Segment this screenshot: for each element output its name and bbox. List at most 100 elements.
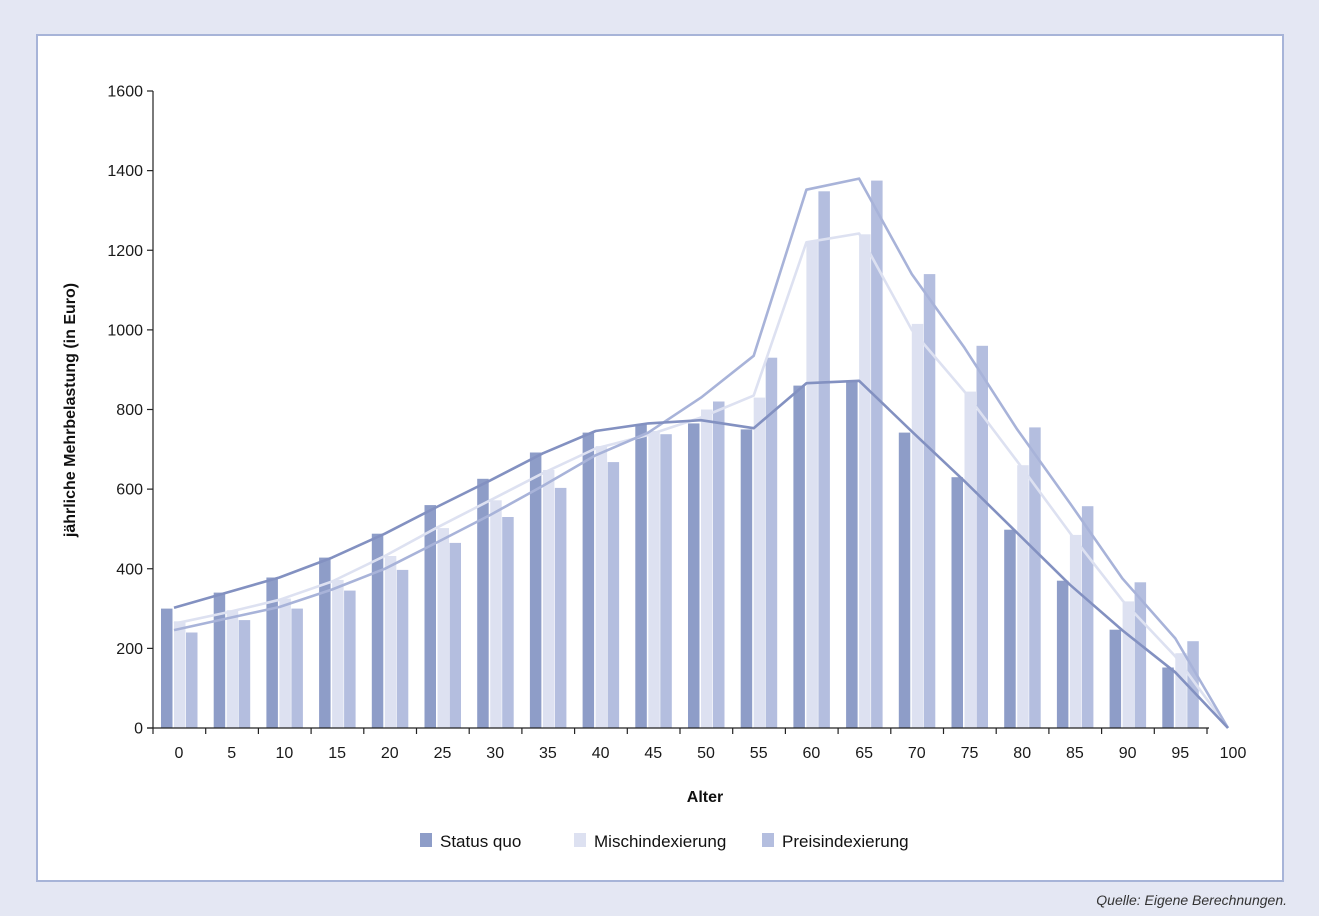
bar-status-quo-50 [688, 423, 700, 728]
bar-status-quo-55 [740, 429, 753, 728]
y-tick-label: 400 [116, 561, 143, 578]
bars-layer [161, 180, 1199, 729]
bar-mischindexierung-30 [490, 500, 502, 728]
source-note: Quelle: Eigene Berechnungen. [1096, 892, 1287, 908]
bar-mischindexierung-5 [226, 610, 239, 728]
bar-status-quo-95 [1162, 667, 1174, 728]
y-tick-label: 600 [116, 482, 143, 499]
legend-swatch [762, 833, 774, 847]
bar-preisindexierung-15 [344, 590, 356, 728]
trend-lines-layer [173, 177, 1230, 729]
x-tick-label: 75 [961, 745, 979, 762]
legend-label: Preisindexierung [782, 832, 909, 851]
bar-preisindexierung-60 [818, 191, 830, 729]
bar-preisindexierung-25 [449, 542, 461, 728]
bar-status-quo-85 [1056, 580, 1069, 728]
x-tick-label: 60 [803, 745, 821, 762]
bar-preisindexierung-85 [1081, 506, 1094, 728]
bar-status-quo-60 [793, 385, 805, 728]
x-tick-label: 15 [328, 745, 346, 762]
x-tick-label: 65 [855, 745, 873, 762]
bar-status-quo-65 [846, 381, 858, 728]
bar-mischindexierung-80 [1017, 465, 1029, 728]
bar-mischindexierung-45 [648, 431, 660, 728]
bar-status-quo-25 [424, 505, 436, 728]
bar-status-quo-5 [213, 592, 226, 728]
x-tick-label: 20 [381, 745, 399, 762]
bar-mischindexierung-25 [437, 528, 449, 728]
bar-preisindexierung-95 [1187, 641, 1199, 728]
x-tick-label: 5 [227, 745, 236, 762]
bar-preisindexierung-80 [1029, 427, 1041, 728]
trend-line-status-quo [173, 379, 1229, 729]
y-tick-label: 1200 [107, 243, 143, 260]
bar-mischindexierung-95 [1175, 653, 1187, 728]
legend-label: Status quo [440, 832, 521, 851]
x-tick-label: 100 [1220, 745, 1247, 762]
bar-preisindexierung-90 [1134, 582, 1147, 728]
bar-mischindexierung-70 [911, 323, 924, 728]
bar-status-quo-30 [477, 478, 489, 728]
bar-preisindexierung-20 [396, 569, 409, 728]
y-tick-label: 1000 [107, 322, 143, 339]
trend-line-mischindexierung [173, 232, 1230, 729]
x-tick-label: 30 [486, 745, 504, 762]
x-tick-label: 70 [908, 745, 926, 762]
x-tick-label: 95 [1171, 745, 1189, 762]
y-axis-title: jährliche Mehrbelastung (in Euro) [62, 283, 79, 538]
bar-preisindexierung-30 [502, 517, 514, 728]
bar-preisindexierung-5 [238, 620, 251, 728]
bar-status-quo-0 [161, 608, 173, 728]
x-tick-label: 55 [750, 745, 768, 762]
trend-line-preisindexierung [173, 177, 1230, 729]
bar-mischindexierung-90 [1122, 601, 1135, 728]
bar-mischindexierung-20 [384, 556, 397, 728]
bar-status-quo-10 [266, 577, 278, 728]
bar-mischindexierung-65 [859, 234, 871, 729]
y-tick-label: 800 [116, 402, 143, 419]
bar-mischindexierung-35 [542, 470, 555, 728]
x-tick-label: 0 [175, 745, 184, 762]
bar-mischindexierung-0 [174, 621, 186, 728]
bar-status-quo-40 [582, 432, 595, 728]
bar-status-quo-45 [635, 424, 647, 728]
y-tick-label: 1400 [107, 163, 143, 180]
bar-status-quo-15 [319, 557, 331, 728]
bar-preisindexierung-55 [765, 357, 778, 728]
y-tick-label: 200 [116, 641, 143, 658]
bar-status-quo-80 [1004, 529, 1016, 728]
legend-label: Mischindexierung [594, 832, 726, 851]
bar-mischindexierung-75 [964, 391, 976, 728]
bar-mischindexierung-55 [753, 397, 766, 728]
chart-frame [36, 34, 1284, 882]
bar-preisindexierung-65 [871, 180, 883, 729]
bar-mischindexierung-60 [806, 241, 818, 728]
x-tick-label: 35 [539, 745, 557, 762]
x-tick-label: 85 [1066, 745, 1084, 762]
bar-preisindexierung-40 [607, 462, 620, 728]
bar-preisindexierung-70 [923, 274, 936, 728]
bar-status-quo-70 [898, 432, 911, 728]
x-tick-label: 40 [592, 745, 610, 762]
bar-mischindexierung-15 [332, 579, 344, 728]
x-tick-label: 10 [276, 745, 294, 762]
legend-swatch [574, 833, 586, 847]
bar-status-quo-90 [1109, 629, 1122, 728]
axes-layer: 0 200 400 600 800 1000 1200 1400 1600 0 5 10 15 20 25 3… [107, 84, 1246, 763]
bar-preisindexierung-35 [554, 487, 567, 728]
legend: Status quo Mischindexierung Preisindexieru… [420, 832, 909, 851]
bar-preisindexierung-10 [291, 608, 303, 728]
x-tick-label: 90 [1119, 745, 1137, 762]
x-tick-label: 25 [434, 745, 452, 762]
bar-status-quo-75 [951, 477, 963, 728]
x-tick-label: 50 [697, 745, 715, 762]
bar-mischindexierung-10 [279, 598, 291, 728]
y-tick-label: 1600 [107, 84, 143, 101]
bar-preisindexierung-0 [186, 632, 198, 728]
bar-mischindexierung-50 [701, 409, 713, 728]
x-axis-title: Alter [687, 789, 723, 806]
bar-preisindexierung-45 [660, 434, 672, 728]
legend-swatch [420, 833, 432, 847]
bar-mischindexierung-40 [595, 446, 608, 728]
